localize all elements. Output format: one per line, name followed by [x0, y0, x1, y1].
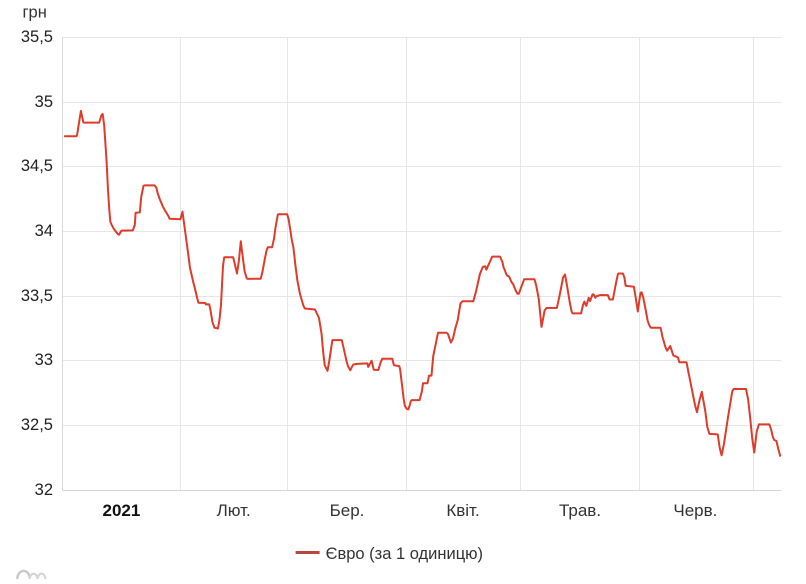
svg-text:32: 32 — [35, 481, 53, 499]
svg-text:32,5: 32,5 — [21, 416, 53, 434]
svg-text:грн: грн — [23, 4, 47, 22]
svg-text:33,5: 33,5 — [21, 287, 53, 305]
svg-text:35,5: 35,5 — [21, 28, 53, 46]
svg-text:2021: 2021 — [102, 501, 140, 520]
svg-text:Квіт.: Квіт. — [446, 501, 479, 520]
svg-text:33: 33 — [35, 351, 53, 369]
svg-text:Бер.: Бер. — [330, 501, 365, 520]
svg-text:Євро (за 1 одиницю): Євро (за 1 одиницю) — [326, 545, 483, 563]
svg-text:Черв.: Черв. — [673, 501, 717, 520]
svg-text:34: 34 — [35, 222, 53, 240]
svg-text:Трав.: Трав. — [559, 501, 601, 520]
svg-text:34,5: 34,5 — [21, 157, 53, 175]
svg-text:35: 35 — [35, 93, 53, 111]
svg-text:Лют.: Лют. — [217, 501, 251, 520]
